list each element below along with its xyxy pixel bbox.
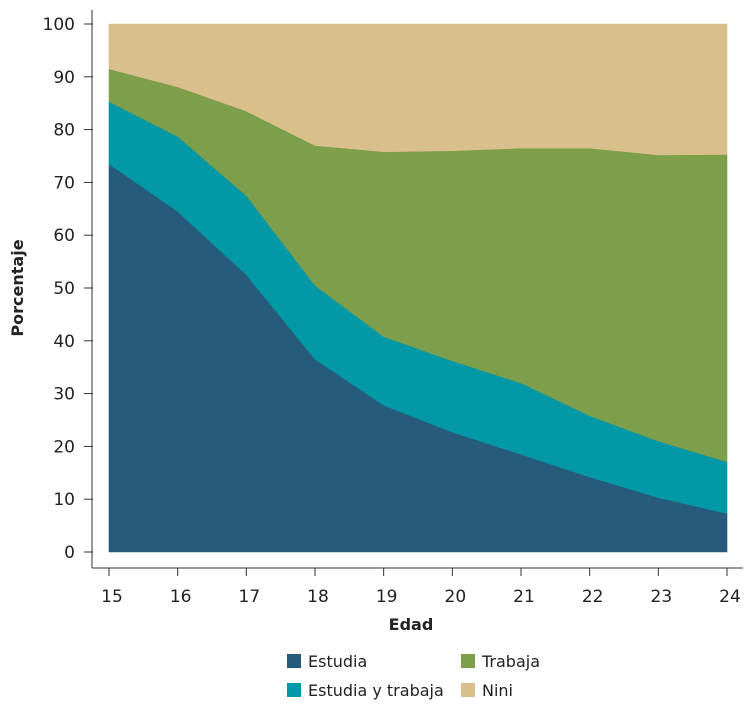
legend: Estudia Estudia y trabaja Trabaja Nini <box>287 652 540 700</box>
legend-label: Trabaja <box>481 652 540 671</box>
legend-item-estudia-y-trabaja: Estudia y trabaja <box>287 681 444 700</box>
legend-label: Estudia y trabaja <box>308 681 444 700</box>
x-tick-label: 20 <box>445 587 467 607</box>
y-axis-title: Porcentaje <box>8 239 27 336</box>
y-tick-label: 60 <box>53 226 75 246</box>
y-tick-label: 80 <box>53 121 75 141</box>
x-tick-label: 24 <box>719 587 741 607</box>
area-nini <box>108 23 728 156</box>
legend-item-trabaja: Trabaja <box>461 652 540 671</box>
legend-swatch <box>461 654 475 668</box>
y-tick-label: 100 <box>43 15 75 35</box>
legend-label: Nini <box>482 681 513 700</box>
y-tick-label: 50 <box>53 279 75 299</box>
x-tick-label: 19 <box>376 587 398 607</box>
areas-layer <box>108 23 728 553</box>
x-tick-label: 23 <box>651 587 673 607</box>
y-tick-label: 20 <box>53 437 75 457</box>
x-tick-label: 21 <box>513 587 535 607</box>
x-tick-label: 17 <box>239 587 261 607</box>
y-tick-label: 70 <box>53 173 75 193</box>
y-tick-label: 10 <box>53 490 75 510</box>
y-tick-label: 30 <box>53 385 75 405</box>
x-tick-label: 18 <box>307 587 329 607</box>
legend-item-nini: Nini <box>461 681 513 700</box>
y-tick-label: 0 <box>64 543 75 563</box>
legend-swatch <box>287 683 301 697</box>
legend-item-estudia: Estudia <box>287 652 367 671</box>
y-tick-label: 40 <box>53 332 75 352</box>
y-tick-label: 90 <box>53 68 75 88</box>
x-tick-label: 16 <box>170 587 192 607</box>
x-tick-label: 22 <box>582 587 604 607</box>
legend-label: Estudia <box>308 652 367 671</box>
x-tick-label: 15 <box>101 587 123 607</box>
legend-swatch <box>461 683 475 697</box>
x-axis-title: Edad <box>389 615 434 634</box>
axes-layer: 0 10 20 30 40 50 60 70 80 90 100 15 16 17 18 19 20 21 22 23… <box>43 10 743 607</box>
legend-swatch <box>287 654 301 668</box>
